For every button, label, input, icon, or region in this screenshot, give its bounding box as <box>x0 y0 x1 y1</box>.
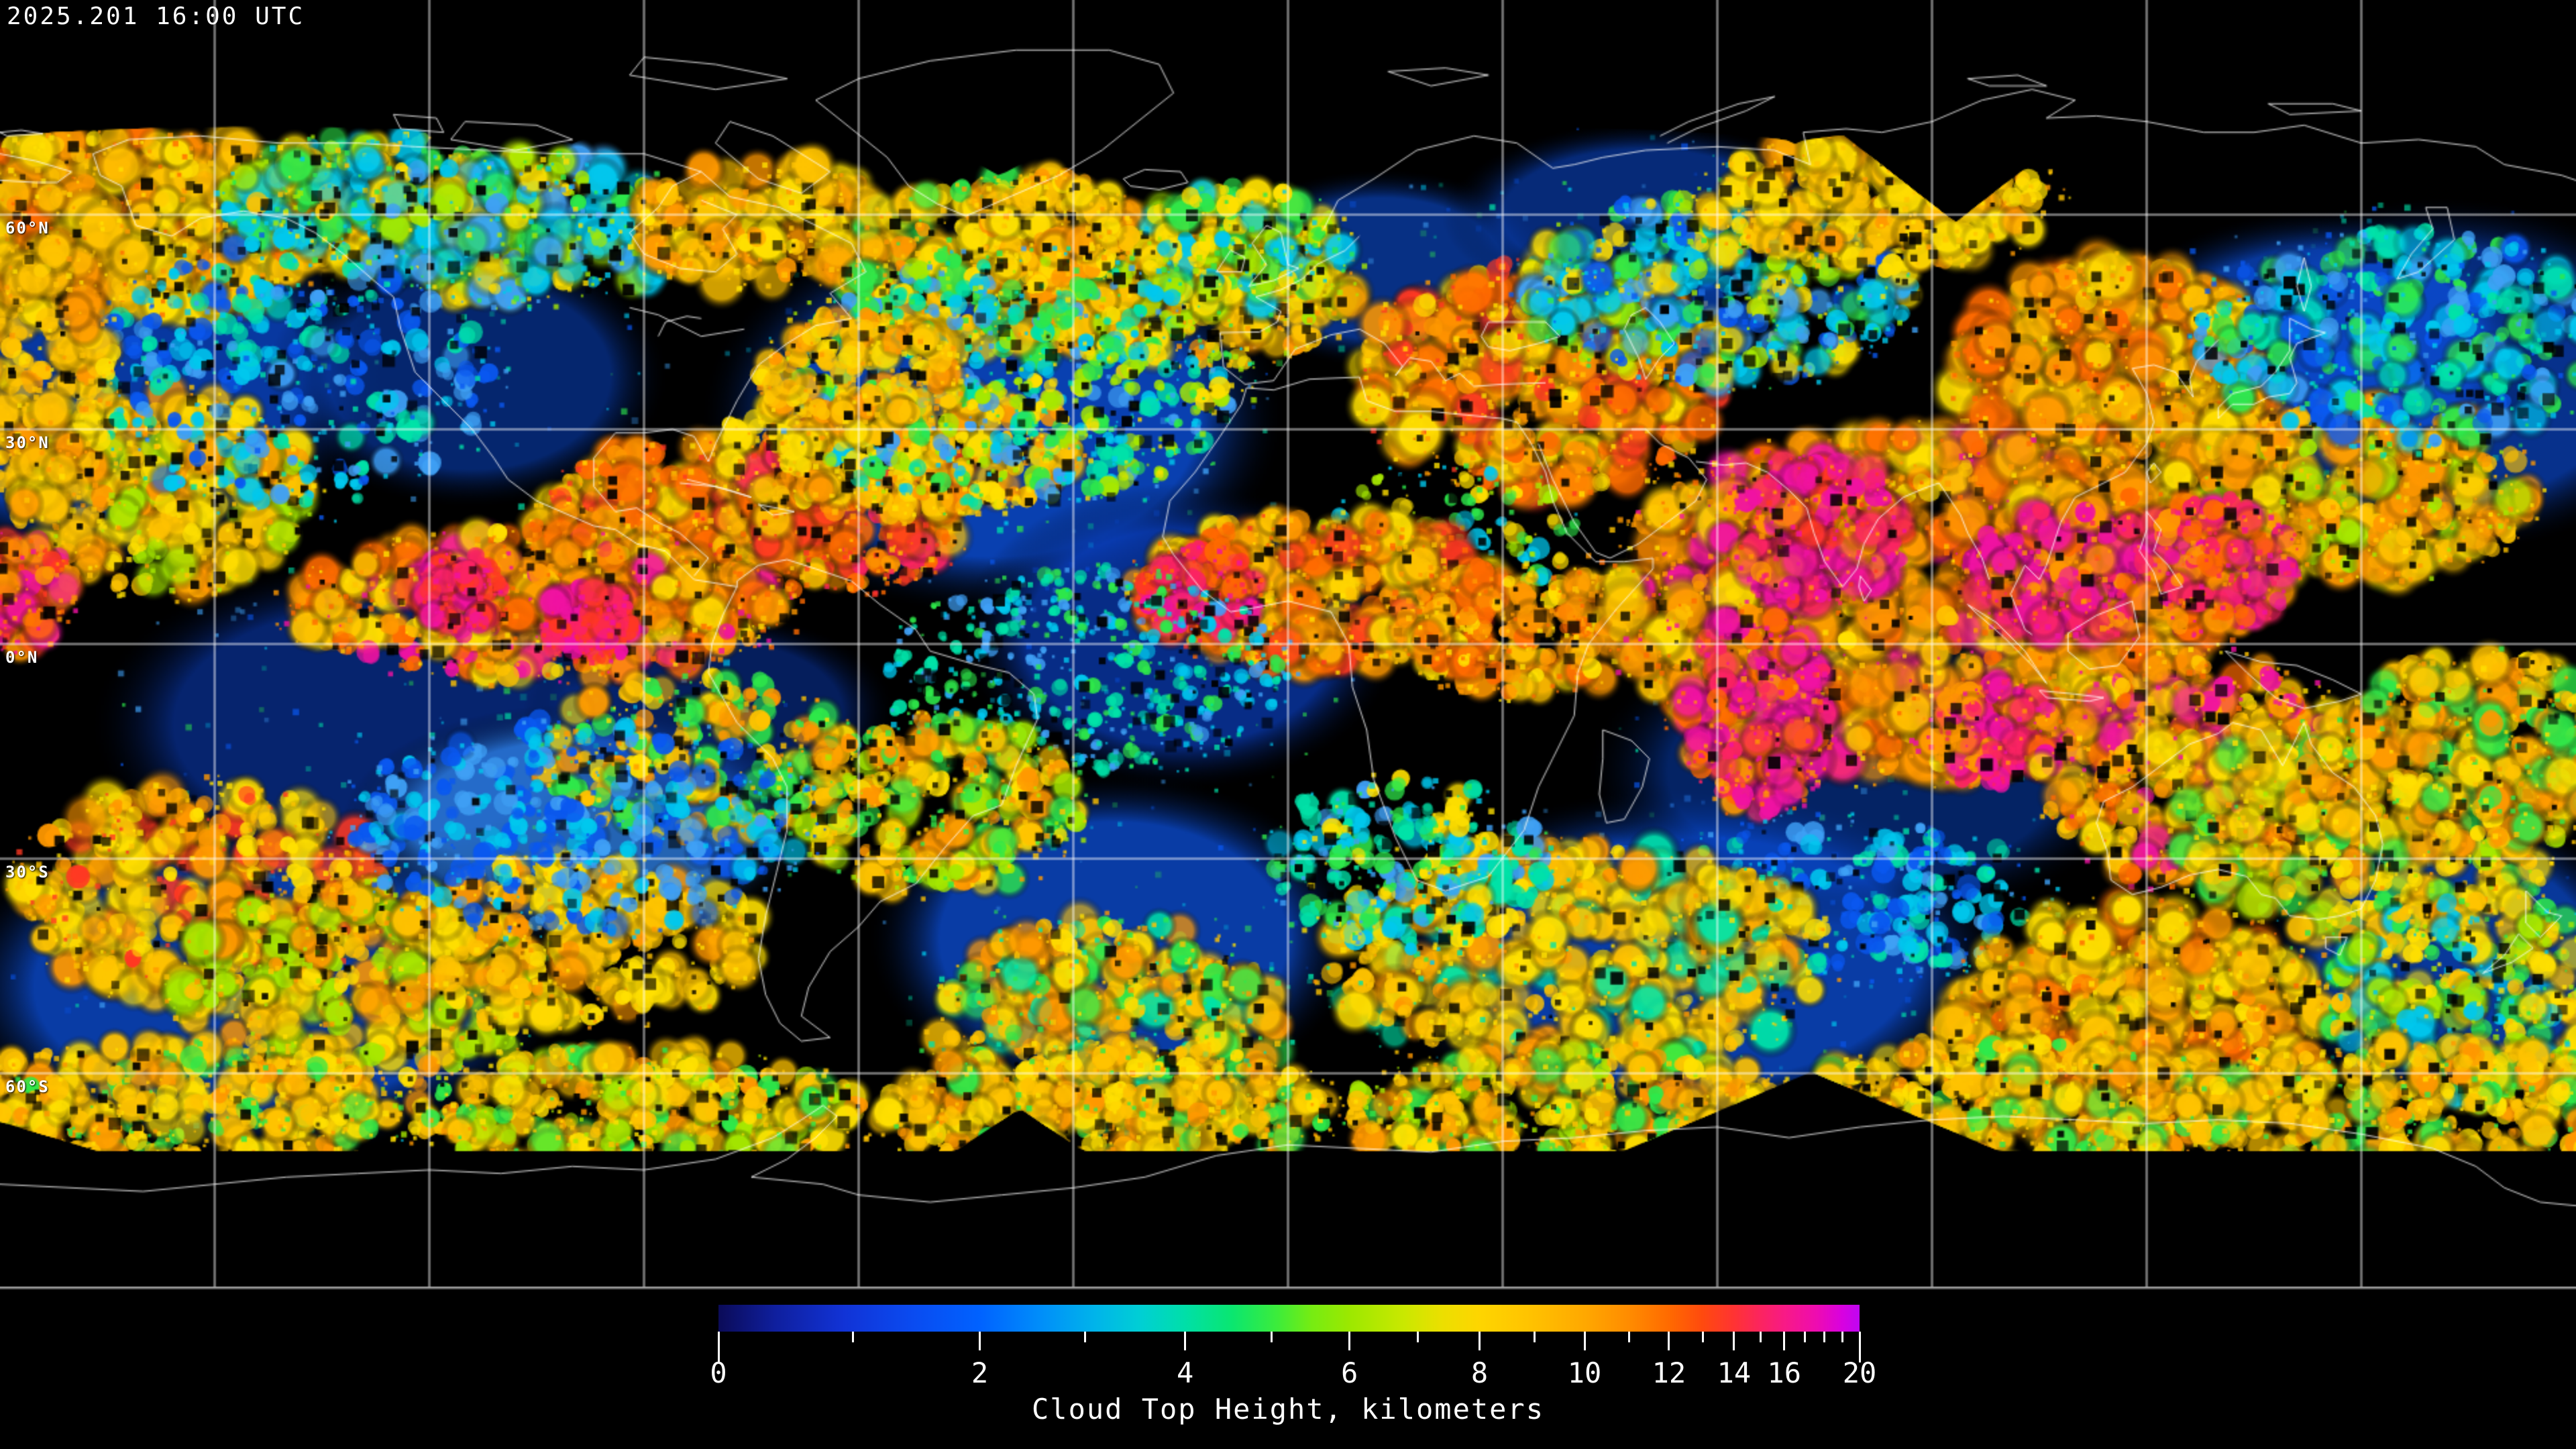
timestamp-label: 2025.201 16:00 UTC <box>7 3 305 30</box>
colorbar-tick <box>1668 1332 1670 1350</box>
colorbar-tick <box>1823 1332 1825 1342</box>
colorbar-tick <box>1184 1332 1187 1350</box>
colorbar-tick <box>1417 1332 1419 1342</box>
colorbar-tick <box>1271 1332 1273 1342</box>
colorbar-tick <box>1733 1332 1735 1350</box>
latitude-label: 30°S <box>5 863 50 881</box>
colorbar-tick <box>1702 1332 1705 1342</box>
colorbar-tick <box>1348 1332 1351 1350</box>
colorbar-title: Cloud Top Height, kilometers <box>1031 1393 1545 1426</box>
colorbar-gradient <box>718 1305 1860 1332</box>
colorbar-tick <box>1533 1332 1536 1342</box>
colorbar-tick-label: 12 <box>1652 1356 1686 1389</box>
colorbar-tick <box>1858 1332 1861 1362</box>
colorbar-tick-label: 4 <box>1177 1356 1194 1389</box>
colorbar-tick <box>1083 1332 1086 1342</box>
colorbar-tick <box>1803 1332 1806 1342</box>
colorbar-tick-label: 10 <box>1567 1356 1602 1389</box>
colorbar-tick-label: 14 <box>1717 1356 1752 1389</box>
colorbar-tick <box>852 1332 855 1342</box>
colorbar-tick <box>1759 1332 1762 1342</box>
latitude-label: 0°N <box>5 648 39 667</box>
colorbar-tick <box>1627 1332 1630 1342</box>
colorbar-tick <box>1783 1332 1786 1350</box>
colorbar-tick <box>1479 1332 1481 1350</box>
latitude-label: 30°N <box>5 433 50 452</box>
latitude-label: 60°N <box>5 219 50 237</box>
colorbar-tick-label: 20 <box>1842 1356 1877 1389</box>
colorbar-tick-label: 2 <box>971 1356 989 1389</box>
colorbar-tick <box>717 1332 720 1362</box>
colorbar-tick <box>1841 1332 1843 1342</box>
latitude-label: 60°S <box>5 1077 50 1096</box>
colorbar-tick <box>979 1332 981 1350</box>
colorbar-tick-label: 8 <box>1470 1356 1489 1389</box>
colorbar-tick <box>1583 1332 1586 1350</box>
colorbar-tick-label: 0 <box>710 1356 727 1389</box>
colorbar-tick-label: 6 <box>1340 1356 1358 1389</box>
colorbar-tick-label: 16 <box>1767 1356 1802 1389</box>
